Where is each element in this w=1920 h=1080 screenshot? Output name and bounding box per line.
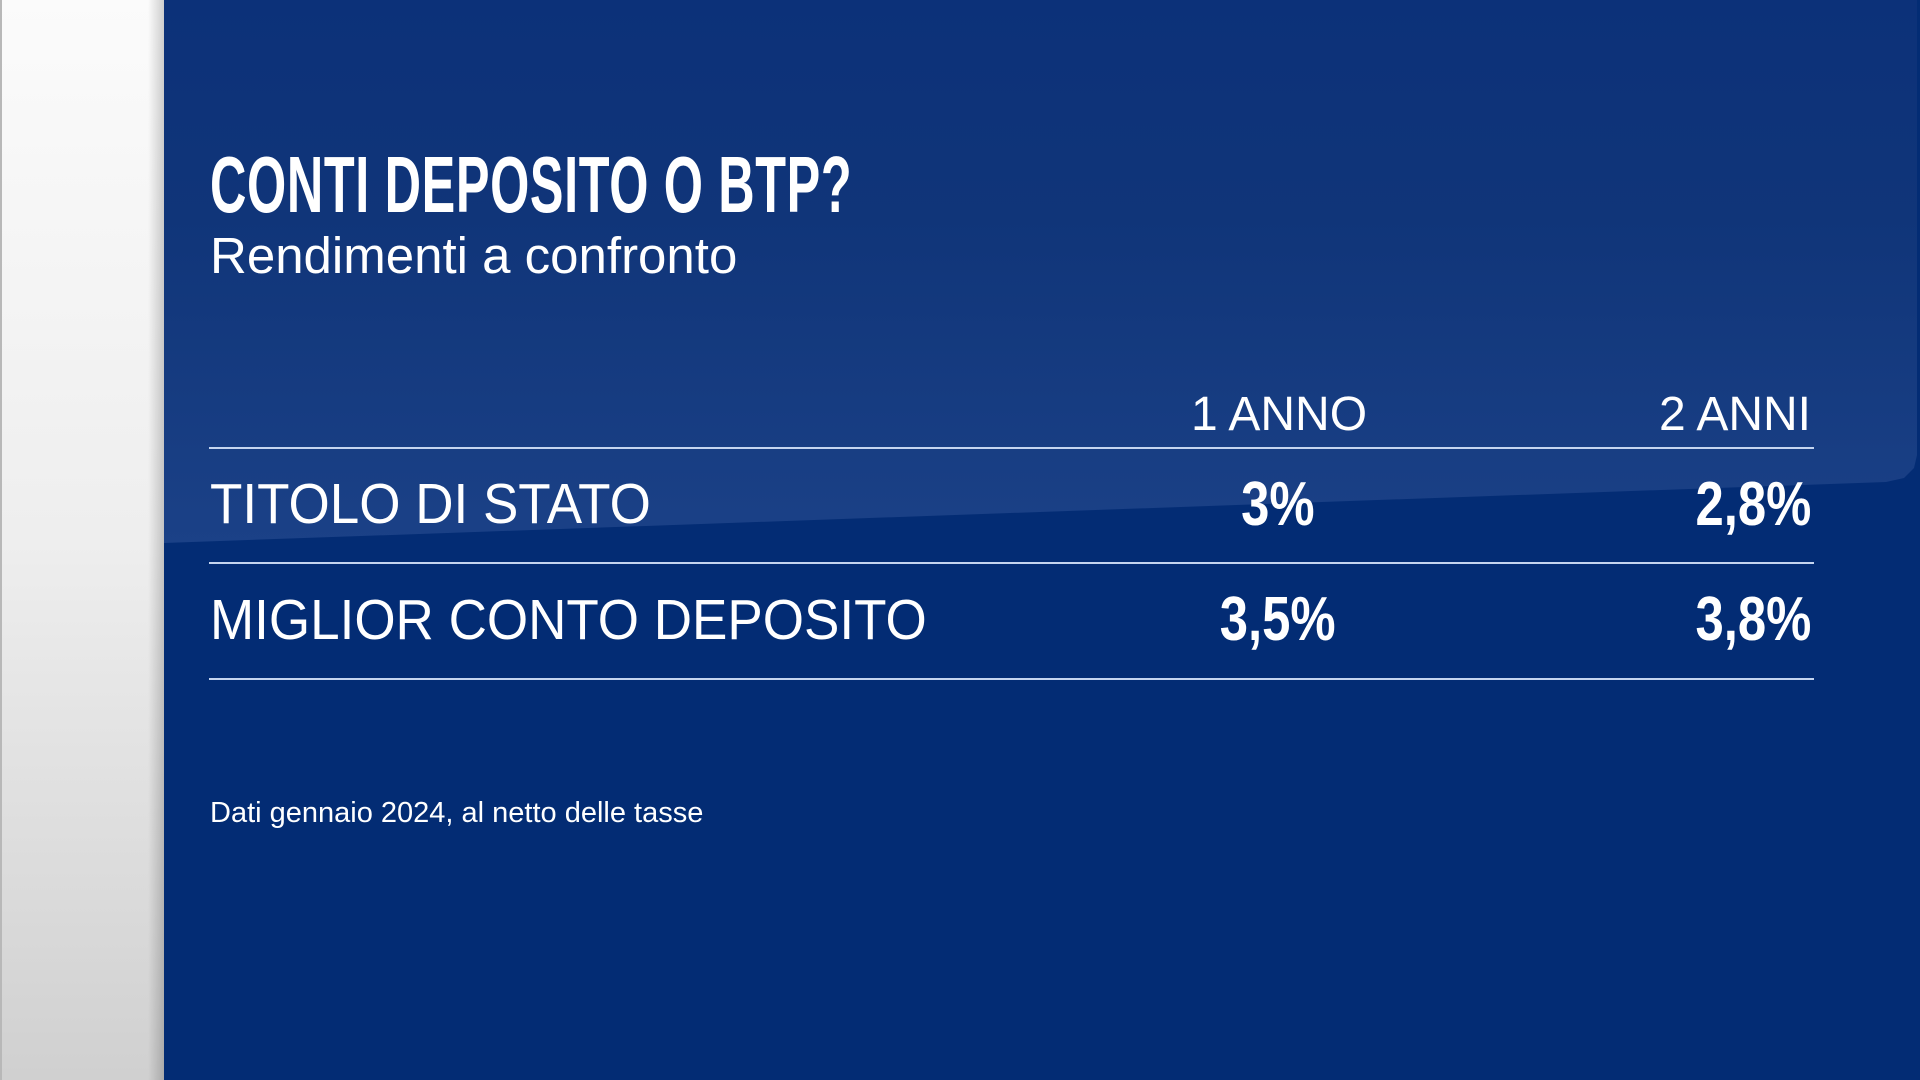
table-rule-header [209,447,1814,449]
column-header-1-anno: 1 ANNO [1190,388,1368,441]
main-panel [164,0,1920,1080]
value-conto-2-anni: 3,8% [1511,585,1811,655]
table-rule-row-1 [209,562,1814,564]
value-text: 3,8% [1695,585,1811,654]
page-title: CONTI DEPOSITO O BTP? [210,140,853,229]
footnote: Dati gennaio 2024, al netto delle tasse [210,797,704,829]
value-text: 3,5% [1220,585,1336,654]
value-titolo-1-anno: 3% [1128,470,1428,540]
column-header-2-anni: 2 ANNI [1658,388,1811,441]
value-conto-1-anno: 3,5% [1128,585,1428,655]
header-overlay [164,0,1917,543]
value-text: 2,8% [1695,470,1811,539]
table-rule-row-2 [209,678,1814,680]
side-panel [0,0,164,1080]
value-titolo-2-anni: 2,8% [1511,470,1811,540]
page-subtitle: Rendimenti a confronto [210,227,738,284]
row-label-miglior-conto-deposito: MIGLIOR CONTO DEPOSITO [210,588,927,652]
row-label-titolo-di-stato: TITOLO DI STATO [210,472,651,536]
value-text: 3% [1241,470,1315,539]
